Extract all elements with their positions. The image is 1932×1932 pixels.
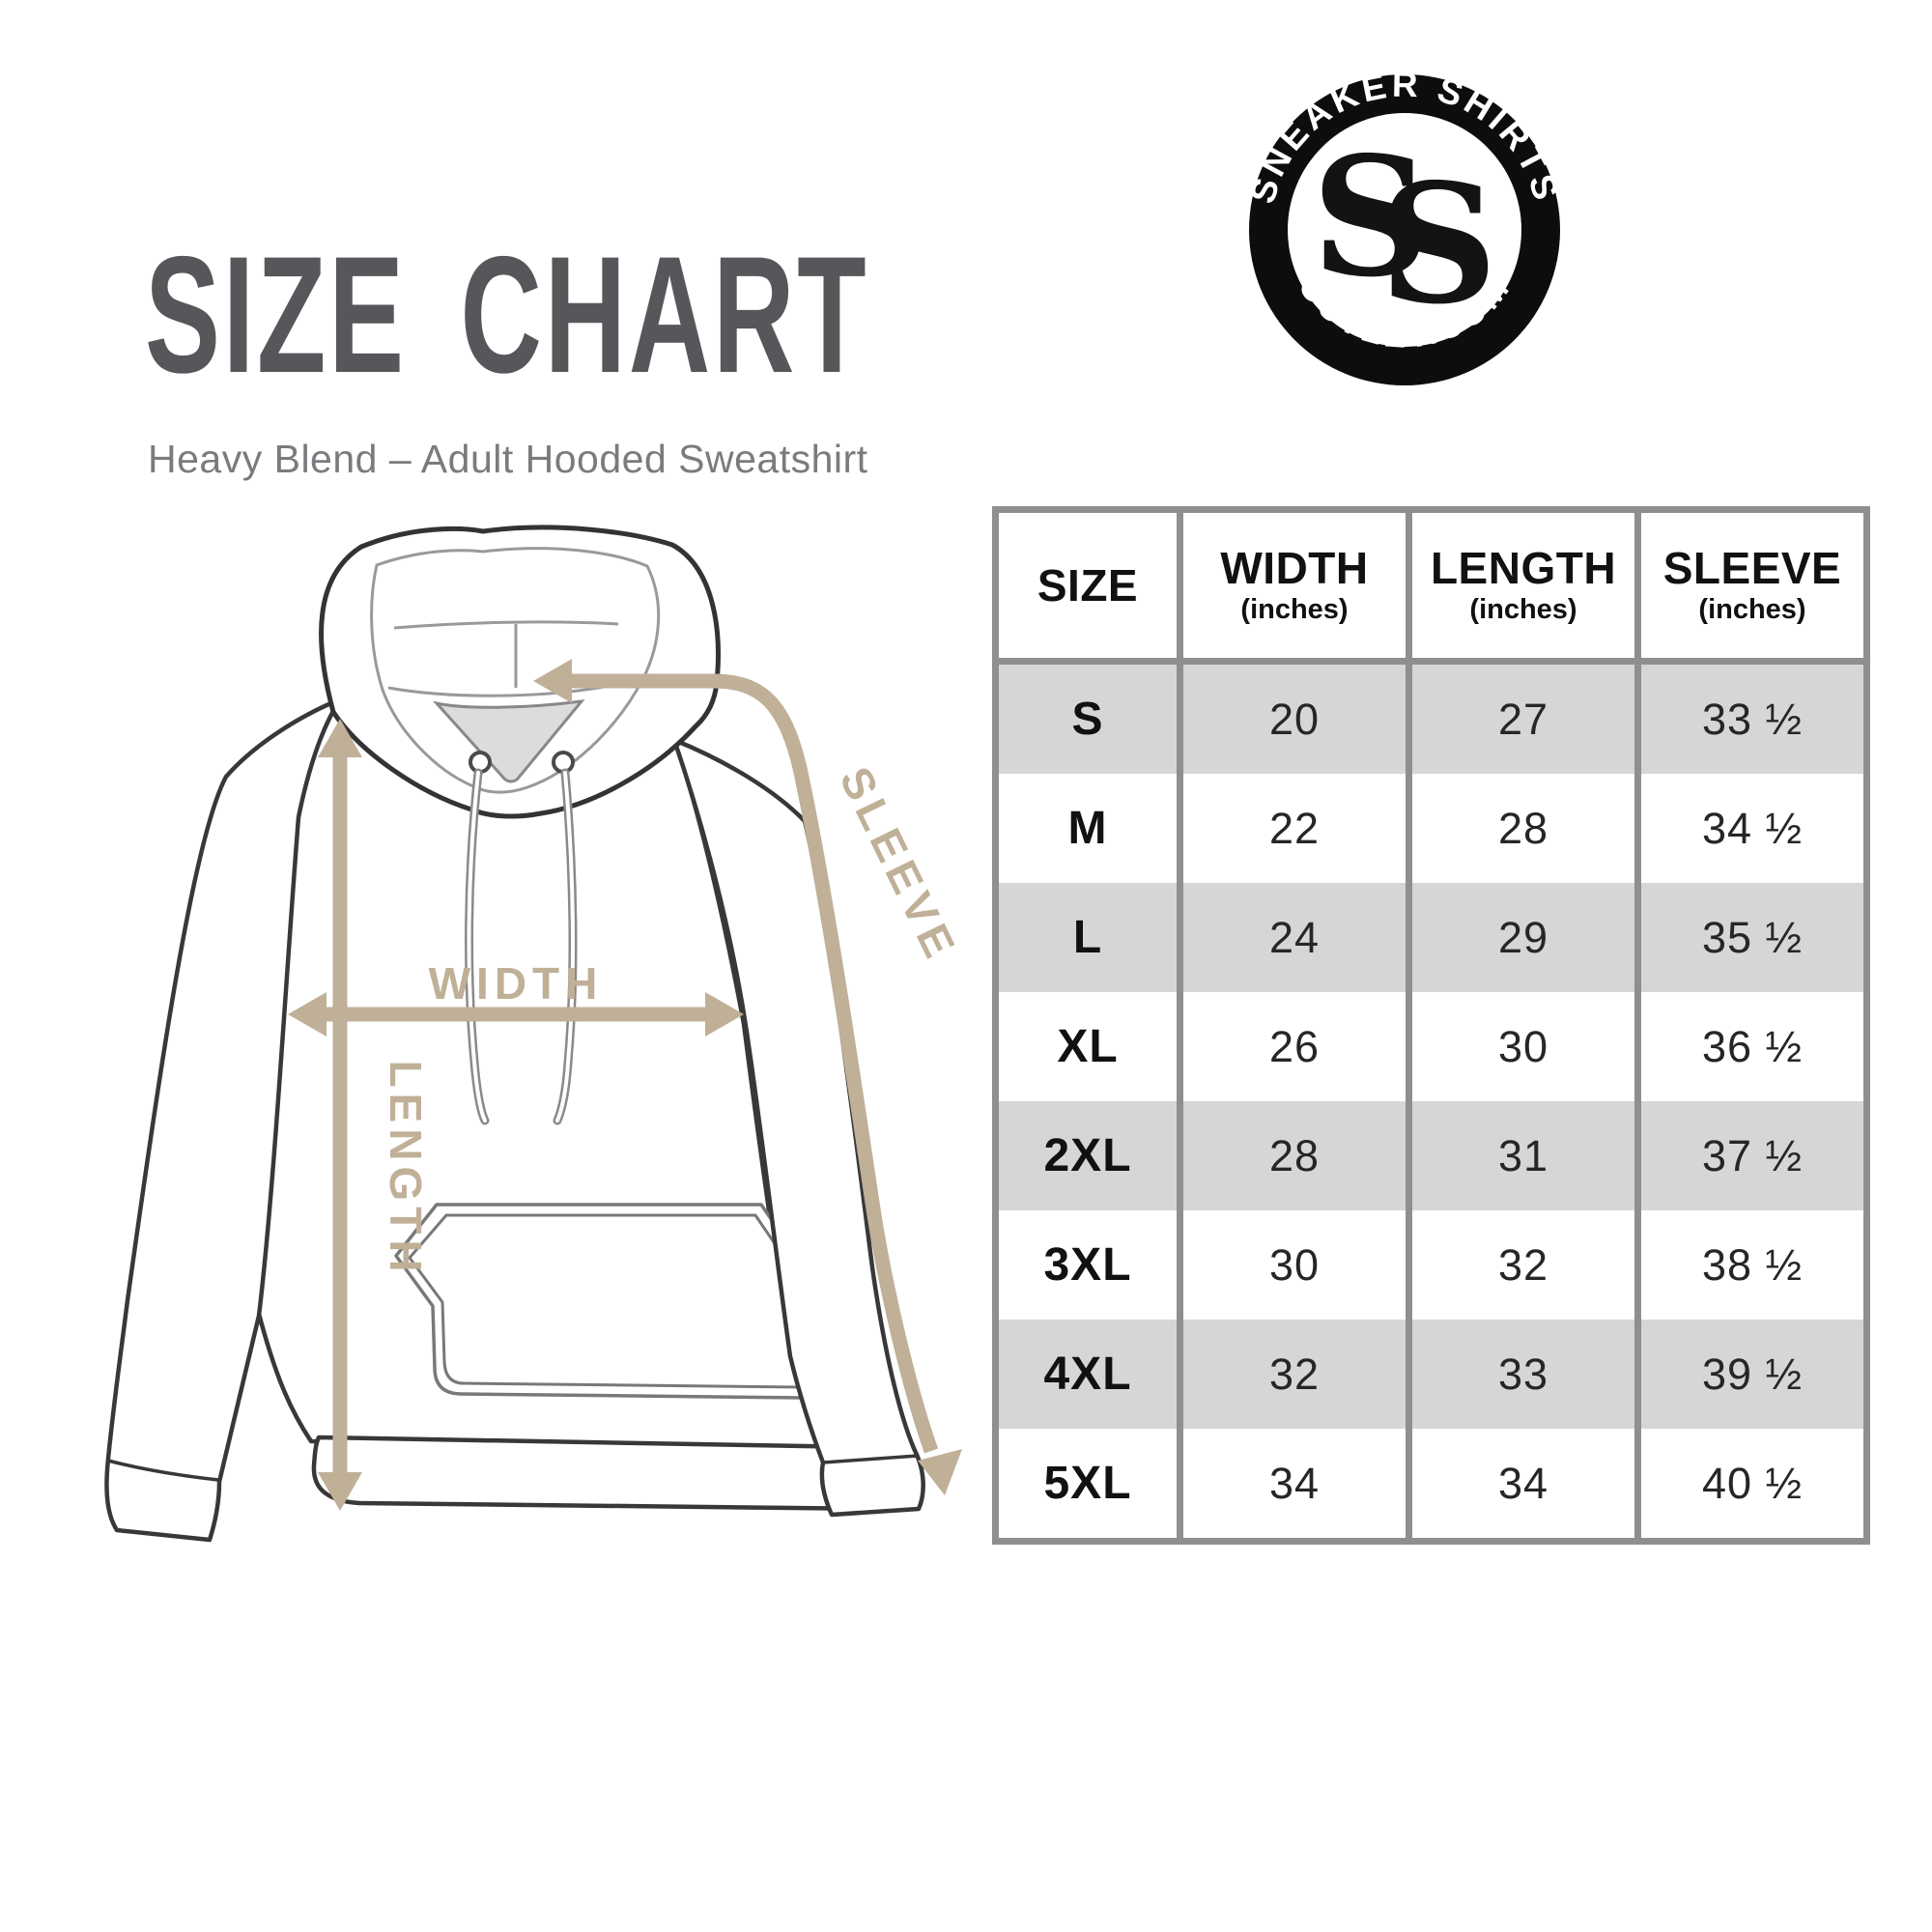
hoodie-left-sleeve: [104, 696, 343, 1543]
col-header-length-unit: (inches): [1469, 593, 1577, 625]
right-drawstring-highlight: [555, 771, 576, 1122]
cell-length: 27: [1406, 661, 1641, 774]
sleeve-label: SLEEVE: [830, 759, 967, 970]
hoodie-pocket: [394, 1203, 833, 1400]
cell-length: 29: [1406, 883, 1641, 992]
table-row: 4XL 32 33 39 ½: [992, 1320, 1870, 1429]
hood-interior-seam: [393, 620, 619, 630]
cell-width: 20: [1177, 661, 1412, 774]
col-header-length: LENGTH (inches): [1406, 509, 1641, 665]
cell-width: 22: [1177, 774, 1412, 883]
cell-length: 34: [1406, 1429, 1641, 1542]
table-header-row: SIZE WIDTH (inches) LENGTH (inches) SLEE…: [992, 509, 1870, 665]
cell-size: XL: [992, 992, 1183, 1101]
hoodie-diagram: WIDTH LENGTH SLEEVE: [104, 525, 967, 1543]
sleeve-arrow-bottom-head: [918, 1449, 962, 1495]
width-label: WIDTH: [429, 958, 604, 1009]
size-table: SIZE WIDTH (inches) LENGTH (inches) SLEE…: [992, 506, 1870, 1545]
brand-logo-icon: SNEAKER SHIRTS OUTLET.COM S S: [1242, 65, 1563, 385]
table-row: S 20 27 33 ½: [992, 661, 1870, 774]
table-row: 3XL 30 32 38 ½: [992, 1210, 1870, 1320]
col-header-sleeve: SLEEVE (inches): [1634, 509, 1870, 665]
cell-size: 5XL: [992, 1429, 1183, 1542]
cell-width: 32: [1177, 1320, 1412, 1429]
cell-size: 4XL: [992, 1320, 1183, 1429]
cell-width: 34: [1177, 1429, 1412, 1542]
cell-length: 30: [1406, 992, 1641, 1101]
col-header-size: SIZE: [992, 509, 1183, 665]
cell-length: 33: [1406, 1320, 1641, 1429]
table-row: M 22 28 34 ½: [992, 774, 1870, 883]
cell-sleeve: 36 ½: [1634, 992, 1870, 1101]
col-header-sleeve-label: SLEEVE: [1662, 543, 1842, 594]
cell-length: 32: [1406, 1210, 1641, 1320]
cell-width: 26: [1177, 992, 1412, 1101]
cell-sleeve: 33 ½: [1634, 661, 1870, 774]
width-arrow-right-head: [705, 992, 744, 1037]
length-arrow-bottom-head: [318, 1472, 362, 1511]
table-row: 2XL 28 31 37 ½: [992, 1101, 1870, 1210]
length-arrow-top-head: [318, 719, 362, 757]
left-cuff-seam: [107, 1459, 219, 1482]
left-drawstring-highlight: [467, 771, 487, 1122]
cell-size: M: [992, 774, 1183, 883]
logo-inner-circle: [1288, 113, 1521, 347]
width-arrow-left-head: [288, 992, 327, 1037]
cell-sleeve: 35 ½: [1634, 883, 1870, 992]
table-row: L 24 29 35 ½: [992, 883, 1870, 992]
cell-size: 2XL: [992, 1101, 1183, 1210]
page-subtitle: Heavy Blend – Adult Hooded Sweatshirt: [148, 437, 868, 481]
cell-width: 28: [1177, 1101, 1412, 1210]
cell-size: S: [992, 661, 1183, 774]
logo-monogram-s2: S: [1379, 148, 1498, 341]
cell-width: 30: [1177, 1210, 1412, 1320]
col-header-size-label: SIZE: [1037, 559, 1139, 611]
cell-width: 24: [1177, 883, 1412, 992]
cell-sleeve: 39 ½: [1634, 1320, 1870, 1429]
cell-length: 28: [1406, 774, 1641, 883]
cell-size: L: [992, 883, 1183, 992]
cell-sleeve: 37 ½: [1634, 1101, 1870, 1210]
sleeve-arrow: [558, 673, 939, 1454]
cell-sleeve: 34 ½: [1634, 774, 1870, 883]
table-row: XL 26 30 36 ½: [992, 992, 1870, 1101]
col-header-width-label: WIDTH: [1220, 543, 1369, 594]
col-header-width-unit: (inches): [1240, 593, 1349, 625]
col-header-length-label: LENGTH: [1430, 543, 1617, 594]
col-header-width: WIDTH (inches): [1177, 509, 1412, 665]
neck-triangle: [432, 699, 585, 783]
cell-sleeve: 40 ½: [1634, 1429, 1870, 1542]
cell-sleeve: 38 ½: [1634, 1210, 1870, 1320]
cell-length: 31: [1406, 1101, 1641, 1210]
cell-size: 3XL: [992, 1210, 1183, 1320]
right-cuff-seam: [822, 1454, 919, 1464]
table-row: 5XL 34 34 40 ½: [992, 1429, 1870, 1542]
page-title: SIZE CHART: [145, 222, 869, 408]
col-header-sleeve-unit: (inches): [1698, 593, 1806, 625]
sleeve-arrow-left-head: [533, 659, 572, 703]
length-label: LENGTH: [381, 1060, 431, 1277]
logo-monogram-s1: S: [1312, 121, 1431, 314]
